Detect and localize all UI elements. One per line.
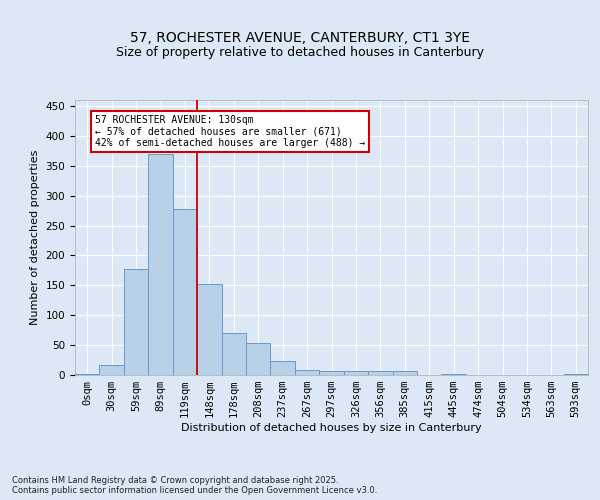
Text: Contains HM Land Registry data © Crown copyright and database right 2025.
Contai: Contains HM Land Registry data © Crown c… (12, 476, 377, 495)
Bar (197, 284, 221, 375)
Bar (368, 372, 392, 375)
Bar (100, 366, 124, 375)
Bar (442, 374, 466, 375)
Bar (75, 374, 100, 375)
Text: 57, ROCHESTER AVENUE, CANTERBURY, CT1 3YE: 57, ROCHESTER AVENUE, CANTERBURY, CT1 3Y… (130, 30, 470, 44)
Text: Size of property relative to detached houses in Canterbury: Size of property relative to detached ho… (116, 46, 484, 59)
X-axis label: Distribution of detached houses by size in Canterbury: Distribution of detached houses by size … (181, 423, 482, 433)
Bar (295, 370, 319, 375)
Bar (148, 154, 173, 375)
Bar (173, 209, 197, 375)
Bar (392, 371, 417, 375)
Bar (221, 333, 246, 375)
Y-axis label: Number of detached properties: Number of detached properties (30, 150, 40, 325)
Bar (563, 374, 588, 375)
Bar (344, 372, 368, 375)
Bar (319, 371, 344, 375)
Bar (271, 360, 295, 375)
Text: 57 ROCHESTER AVENUE: 130sqm
← 57% of detached houses are smaller (671)
42% of se: 57 ROCHESTER AVENUE: 130sqm ← 57% of det… (95, 115, 365, 148)
Bar (124, 269, 148, 375)
Bar (246, 342, 271, 375)
